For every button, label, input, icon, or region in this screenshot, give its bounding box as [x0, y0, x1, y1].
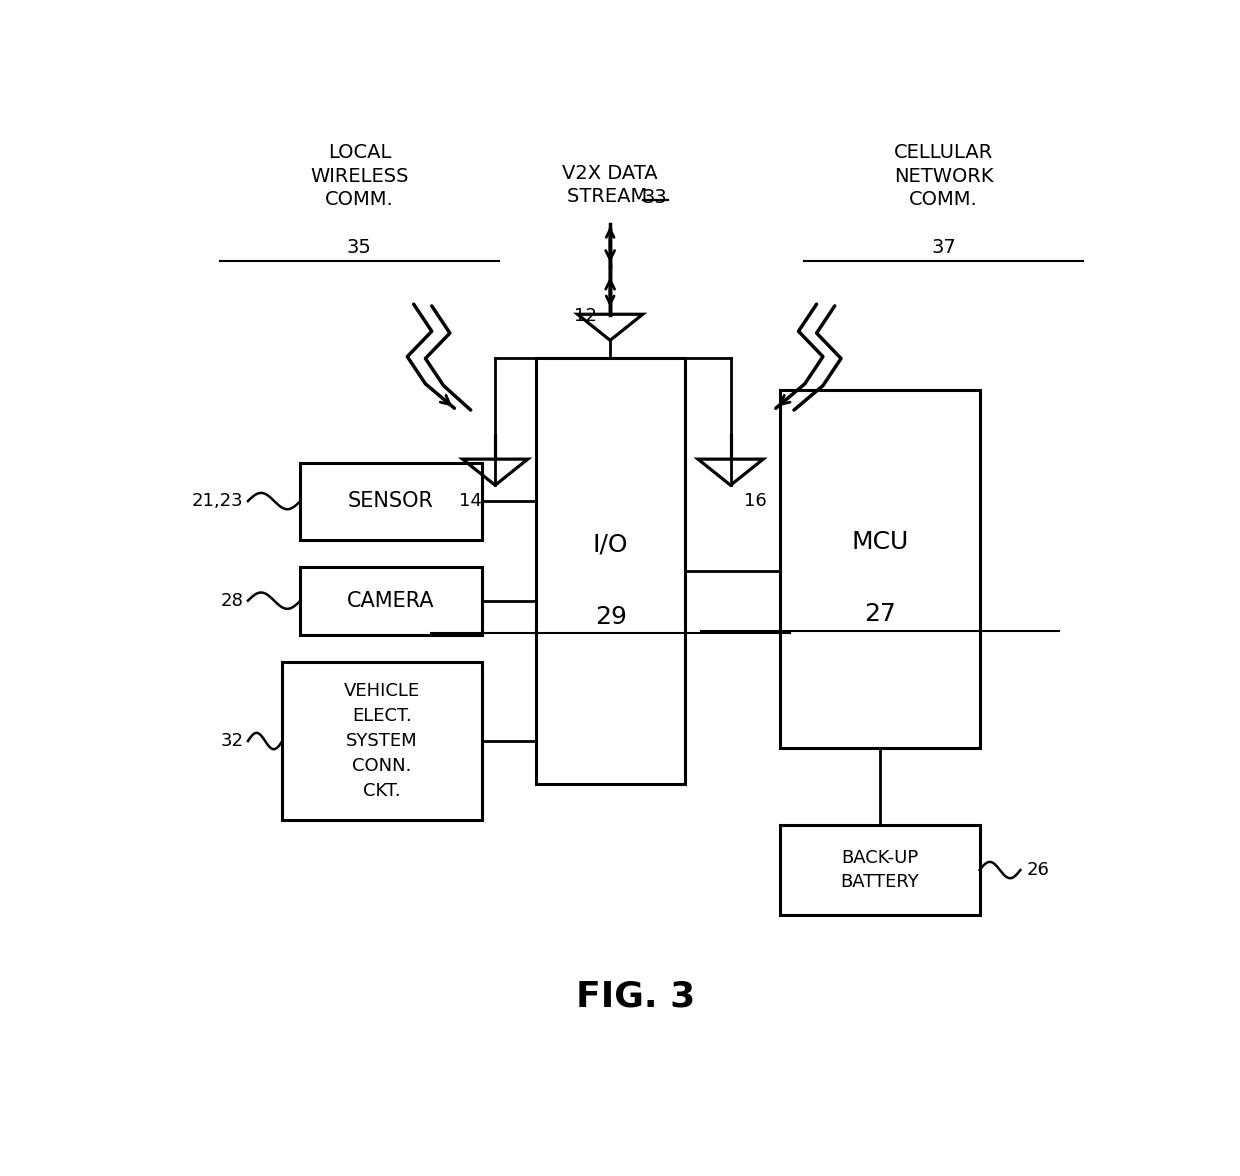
Text: 26: 26	[1027, 861, 1049, 880]
Bar	[536, 359, 686, 784]
Text: LOCAL
WIRELESS
COMM.: LOCAL WIRELESS COMM.	[310, 143, 408, 209]
Text: 29: 29	[595, 604, 626, 628]
Text: 16: 16	[744, 493, 766, 510]
Text: SENSOR: SENSOR	[348, 492, 434, 512]
Text: 37: 37	[931, 239, 956, 258]
Text: BACK-UP
BATTERY: BACK-UP BATTERY	[841, 849, 919, 891]
Text: 14: 14	[459, 493, 481, 510]
Bar	[283, 662, 481, 821]
Text: FIG. 3: FIG. 3	[575, 980, 696, 1014]
Text: CELLULAR
NETWORK
COMM.: CELLULAR NETWORK COMM.	[894, 143, 993, 209]
Text: VEHICLE
ELECT.
SYSTEM
CONN.
CKT.: VEHICLE ELECT. SYSTEM CONN. CKT.	[343, 682, 420, 800]
Text: 28: 28	[221, 592, 243, 609]
Text: 21,23: 21,23	[192, 492, 243, 510]
Text: CAMERA: CAMERA	[347, 590, 435, 610]
Text: V2X DATA
STREAM: V2X DATA STREAM	[562, 163, 658, 206]
Text: MCU: MCU	[852, 530, 909, 554]
Bar	[780, 390, 980, 748]
Text: 27: 27	[864, 602, 897, 627]
Text: I/O: I/O	[593, 532, 629, 556]
Text: 35: 35	[347, 239, 372, 258]
Bar	[300, 567, 481, 635]
Bar	[300, 462, 481, 540]
Bar	[780, 824, 980, 915]
Text: 33: 33	[642, 188, 667, 207]
Text: 32: 32	[221, 731, 243, 750]
Text: 12: 12	[574, 307, 596, 326]
